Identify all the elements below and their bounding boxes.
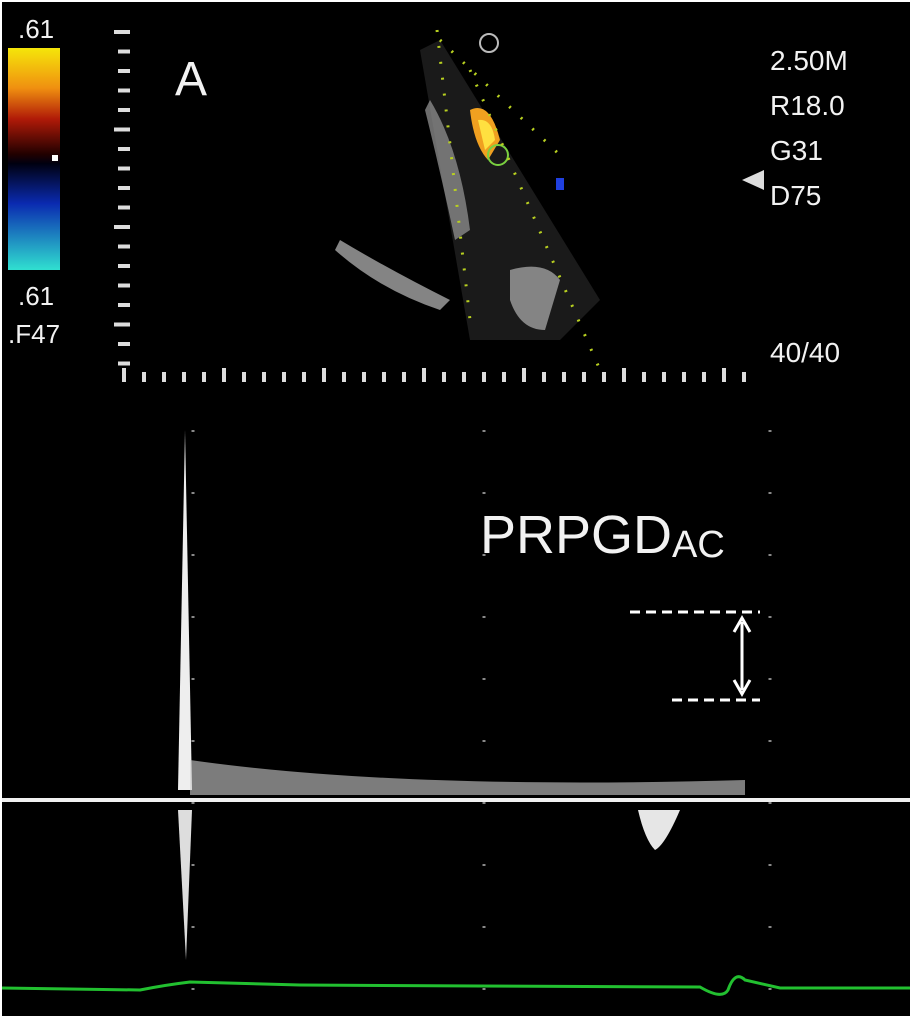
setting-range: R18.0 xyxy=(770,90,845,121)
annotation-main: PRPGD xyxy=(480,505,672,565)
setting-frequency: 2.50M xyxy=(770,45,848,76)
scale-top: .61 xyxy=(18,14,54,44)
ultrasound-screen: .61 .61 .F47 A 2.50M R18.0 G31 D75 40/40 xyxy=(0,0,912,1018)
frame-rate: 40/40 xyxy=(770,337,840,368)
scale-bottom: .61 xyxy=(18,281,54,311)
setting-depth: D75 xyxy=(770,180,821,211)
annotation-subscript: AC xyxy=(672,524,725,566)
setting-gain: G31 xyxy=(770,135,823,166)
panel-label: A xyxy=(175,53,207,106)
scale-filter: .F47 xyxy=(8,319,60,349)
color-bar-marker xyxy=(52,155,58,161)
